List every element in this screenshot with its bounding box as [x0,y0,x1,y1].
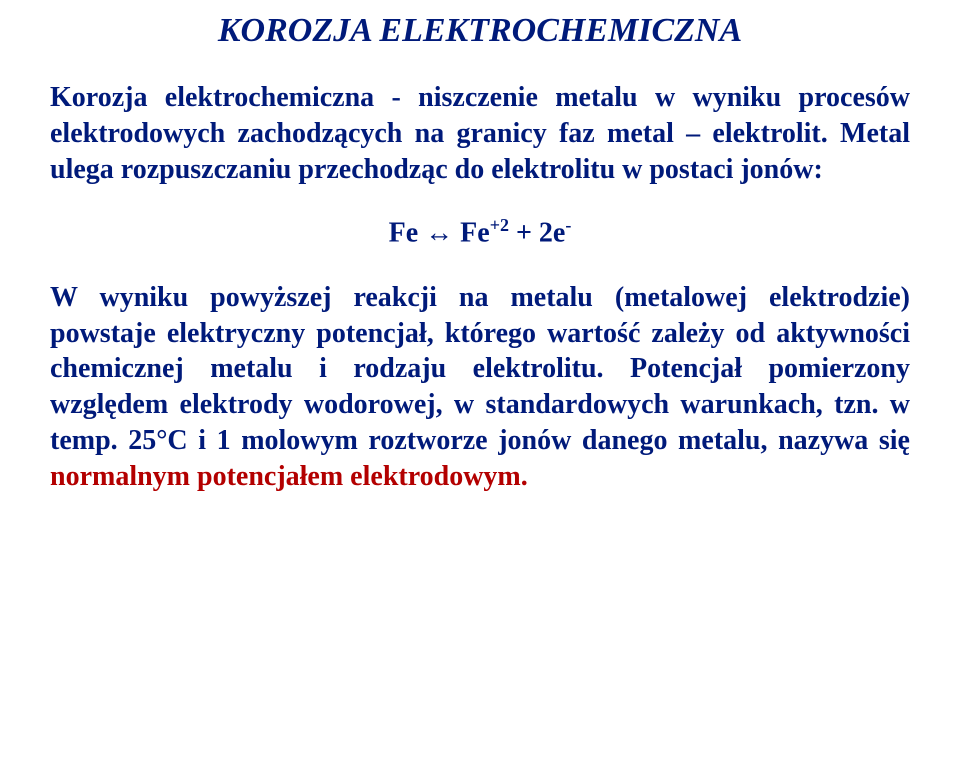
explanation-text: W wyniku powyższej reakcji na metalu (me… [50,282,910,456]
highlight-term: normalnym potencjałem elektrodowym. [50,461,528,492]
equation-fe: Fe ↔ Fe+2 + 2e- [50,215,910,249]
term-korozja: Korozja elektrochemiczna [50,82,374,113]
eq-sup-plus2: +2 [490,215,509,235]
page-title: KOROZJA ELEKTROCHEMICZNA [50,12,910,50]
document-page: KOROZJA ELEKTROCHEMICZNA Korozja elektro… [0,0,960,495]
eq-sup-minus: - [565,215,571,235]
paragraph-definition: Korozja elektrochemiczna - niszczenie me… [50,80,910,187]
eq-rhs-fe: Fe [453,218,490,249]
eq-arrow-icon: ↔ [425,217,453,248]
paragraph-explanation: W wyniku powyższej reakcji na metalu (me… [50,280,910,495]
eq-rhs-plus2e: + 2e [509,218,565,249]
eq-lhs: Fe [389,218,426,249]
